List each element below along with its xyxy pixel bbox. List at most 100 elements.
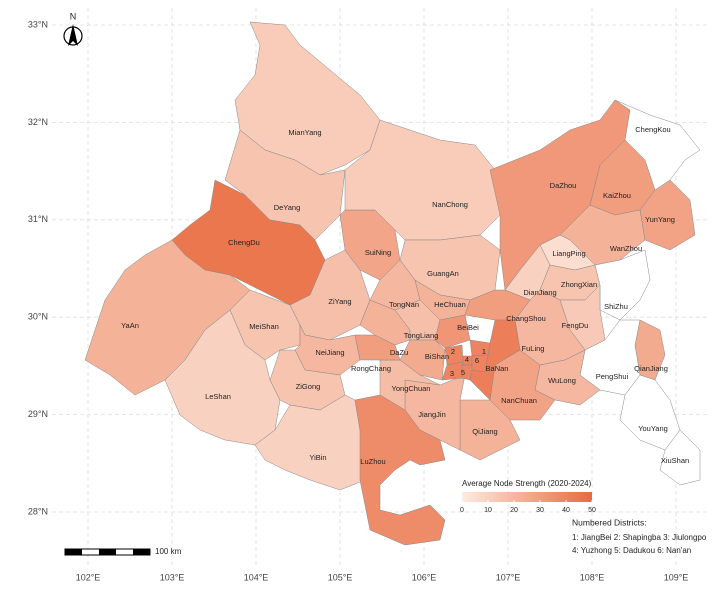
colorbar-tick-label: 40	[562, 507, 570, 514]
colorbar-tick-label: 50	[588, 507, 596, 514]
region-label: 2	[451, 347, 455, 356]
region-label: TongLiang	[404, 331, 439, 340]
region-label: ChengDu	[228, 238, 260, 247]
region-label: NanChuan	[501, 396, 537, 405]
region-label: DeYang	[274, 203, 301, 212]
region-label: BiShan	[425, 352, 449, 361]
regions	[84, 21, 701, 546]
region-label: ChengKou	[635, 125, 670, 134]
region-label: QiJiang	[472, 427, 497, 436]
region-label: XiuShan	[661, 456, 689, 465]
region	[354, 394, 446, 546]
region-label: BaNan	[486, 364, 509, 373]
colorbar-ramp	[462, 492, 592, 502]
north-arrowhead	[68, 24, 78, 46]
region-label: MianYang	[288, 128, 321, 137]
region-label: LuZhou	[360, 457, 385, 466]
colorbar-tick-label: 20	[510, 507, 518, 514]
region-label: WanZhou	[610, 244, 642, 253]
region-label: BeiBei	[457, 323, 479, 332]
region-label: JiangJin	[418, 410, 446, 419]
lat-tick-label: 30°N	[28, 312, 48, 322]
region-label: ShiZhu	[604, 302, 628, 311]
region-label: NeiJiang	[315, 348, 344, 357]
districts-line: 1: JiangBei 2: Shapingba 3: Jiulongpo	[572, 533, 707, 542]
region	[171, 179, 326, 306]
region-label: FengDu	[562, 321, 589, 330]
region	[294, 324, 361, 376]
lon-tick-label: 107°E	[496, 572, 521, 582]
region-label: ZiGong	[296, 382, 321, 391]
north-arrow: N	[63, 11, 83, 46]
region	[659, 429, 701, 486]
region	[471, 354, 489, 373]
region	[434, 314, 471, 349]
region-label: ZiYang	[328, 297, 351, 306]
scale-seg	[133, 549, 150, 555]
region-label: QianJiang	[634, 364, 668, 373]
region-label: YongChuan	[392, 384, 431, 393]
region	[461, 364, 473, 381]
scale-bar: 100 km	[64, 547, 182, 556]
lon-tick-label: 102°E	[76, 572, 101, 582]
colorbar-title: Average Node Strength (2020-2024)	[462, 479, 592, 488]
region-label: DaZhou	[550, 181, 577, 190]
region-label: YiBin	[309, 453, 326, 462]
region-label: MeiShan	[249, 322, 279, 331]
districts-title: Numbered Districts:	[572, 517, 647, 527]
region	[464, 289, 531, 321]
region-label: DaZu	[390, 348, 408, 357]
region	[459, 399, 521, 461]
region-label: FuLing	[522, 344, 545, 353]
lat-tick-label: 33°N	[28, 19, 48, 29]
region	[224, 129, 346, 241]
region-label: HeChuan	[434, 300, 466, 309]
region-label: 3	[450, 369, 454, 378]
north-label: N	[70, 11, 77, 21]
lat-tick-label: 29°N	[28, 409, 48, 419]
region-label: 1	[482, 347, 486, 356]
lon-tick-label: 109°E	[664, 572, 689, 582]
region-label: 5	[461, 368, 465, 377]
region	[269, 349, 346, 411]
region-label: SuiNing	[365, 248, 391, 257]
lon-tick-label: 105°E	[328, 572, 353, 582]
scale-label: 100 km	[155, 547, 182, 556]
region-labels: MianYang DeYang ChengDu YaAn MeiShan LeShan Zi…	[121, 125, 689, 466]
lon-tick-label: 103°E	[160, 572, 185, 582]
lon-tick-label: 104°E	[244, 572, 269, 582]
region-label: RongChang	[351, 364, 391, 373]
scale-seg	[99, 549, 116, 555]
lon-tick-label: 108°E	[580, 572, 605, 582]
region-label: YouYang	[638, 424, 668, 433]
colorbar-tick-label: 30	[536, 507, 544, 514]
region-label: LiangPing	[552, 249, 585, 258]
region-label: GuangAn	[427, 269, 459, 278]
region-label: LeShan	[205, 392, 231, 401]
scale-seg	[65, 549, 82, 555]
lat-tick-label: 28°N	[28, 506, 48, 516]
colorbar-tick-label: 0	[460, 507, 464, 514]
region-label: YunYang	[645, 215, 675, 224]
region-label: 6	[475, 356, 479, 365]
region	[614, 99, 701, 191]
colorbar: Average Node Strength (2020-2024) 0 10 20 3…	[460, 479, 596, 514]
districts-line: 4: Yuzhong 5: Dadukou 6: Nan'an	[572, 546, 691, 555]
region-label: YaAn	[121, 321, 139, 330]
numbered-districts: Numbered Districts: 1: JiangBei 2: Shapi…	[572, 517, 707, 555]
lon-tick-label: 106°E	[412, 572, 437, 582]
region-label: KaiZhou	[603, 191, 631, 200]
region-label: ZhongXian	[561, 280, 597, 289]
region-label: NanChong	[432, 200, 468, 209]
colorbar-tick-label: 10	[484, 507, 492, 514]
lat-tick-label: 32°N	[28, 117, 48, 127]
lat-tick-label: 31°N	[28, 214, 48, 224]
region-label: ChangShou	[506, 314, 546, 323]
region-label: 4	[465, 355, 469, 364]
region-label: TongNan	[389, 300, 419, 309]
region-label: WuLong	[548, 376, 576, 385]
region	[469, 339, 491, 357]
region-label: PengShui	[596, 372, 629, 381]
region-label: DianJiang	[523, 288, 556, 297]
